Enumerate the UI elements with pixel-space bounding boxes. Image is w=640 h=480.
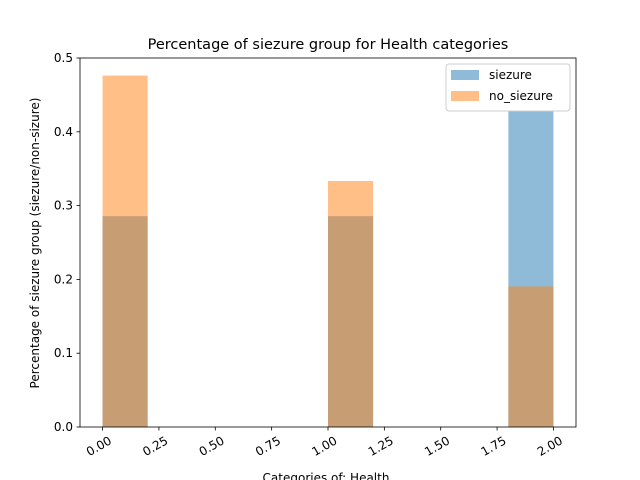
y-tick-label: 0.4 (54, 125, 73, 139)
bar-no_siezure-0 (102, 75, 148, 428)
legend-label-no_siezure: no_siezure (489, 89, 553, 103)
y-tick-label: 0.5 (54, 51, 73, 65)
legend-label-siezure: siezure (489, 68, 532, 82)
x-tick-label: 0.75 (253, 433, 283, 458)
x-tick-label: 1.00 (309, 433, 339, 458)
x-tick-label: 1.25 (366, 433, 396, 458)
x-axis-label: Categories of: Health (263, 471, 390, 480)
chart-title: Percentage of siezure group for Health c… (148, 37, 509, 53)
x-tick-label: 1.50 (422, 433, 452, 458)
y-axis-label: Percentage of siezure group (siezure/non… (28, 98, 42, 389)
bar-no_siezure-1 (328, 181, 374, 427)
bar-no_siezure-2 (508, 286, 554, 427)
bars-layer (102, 75, 554, 428)
x-tick-label: 0.25 (140, 433, 170, 458)
y-tick-label: 0.3 (54, 199, 73, 213)
y-tick-label: 0.0 (54, 420, 73, 434)
x-tick-label: 0.00 (84, 433, 114, 458)
axes-layer: 0.0 0.1 0.2 0.3 0.4 0.5 0.00 0.25 0.50 0.75 1.00 1.… (54, 51, 577, 459)
x-tick-label: 1.75 (478, 433, 508, 458)
y-tick-label: 0.1 (54, 346, 73, 360)
x-tick-label: 2.00 (535, 433, 565, 458)
legend-swatch-no_siezure (451, 91, 479, 101)
legend-swatch-siezure (451, 70, 479, 80)
y-tick-label: 0.2 (54, 272, 73, 286)
x-tick-label: 0.50 (197, 433, 227, 458)
legend: siezure no_siezure (445, 63, 571, 112)
